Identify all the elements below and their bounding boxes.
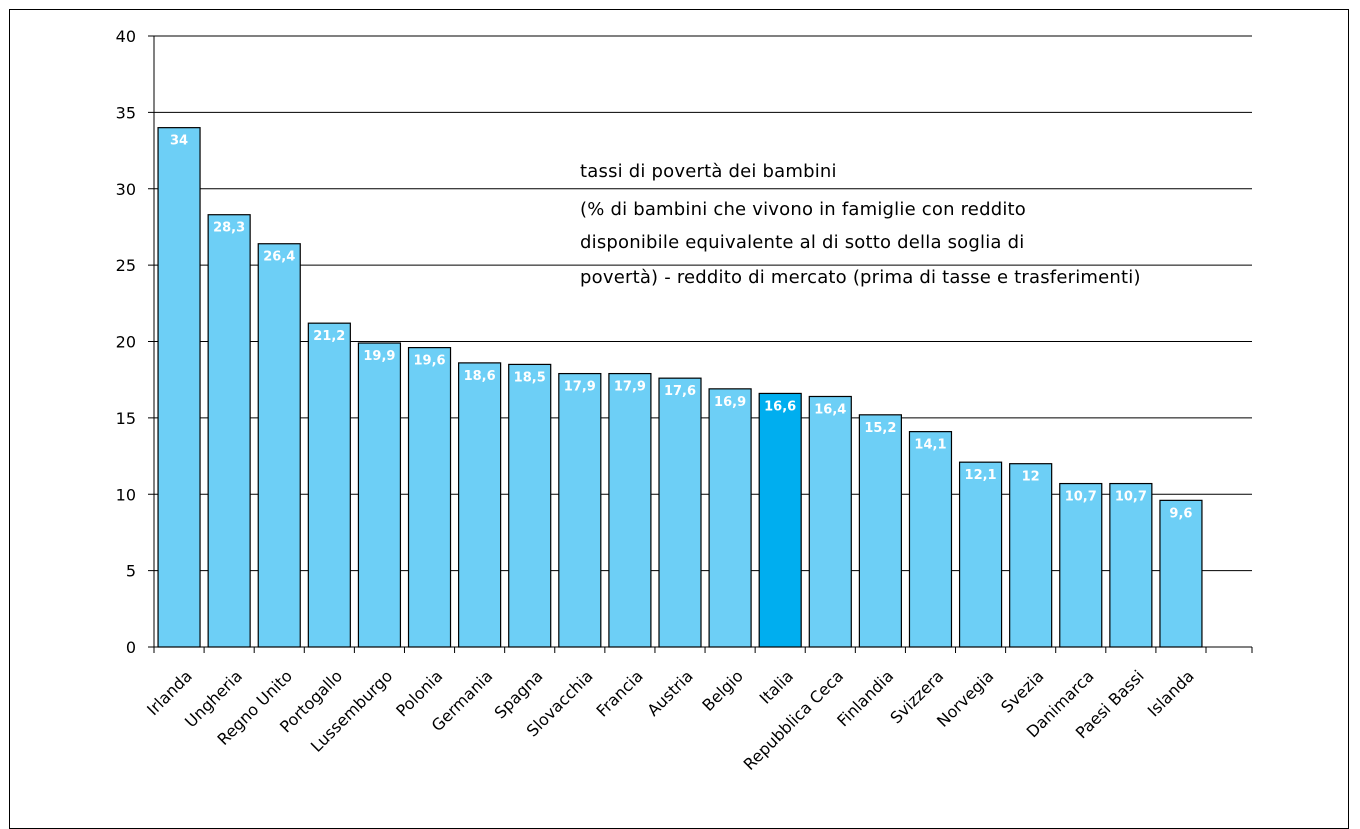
x-tick-label: Svezia bbox=[997, 666, 1047, 716]
annotation-line-2: (% di bambini che vivono in famiglie con… bbox=[580, 199, 1027, 220]
data-label: 18,5 bbox=[514, 370, 546, 385]
data-label: 10,7 bbox=[1065, 490, 1097, 505]
annotation-line-3: disponibile equivalente al di sotto dell… bbox=[580, 232, 1025, 253]
data-label: 19,9 bbox=[363, 349, 395, 364]
y-tick-label: 10 bbox=[116, 485, 136, 504]
bars bbox=[157, 127, 1203, 648]
bar-germania bbox=[458, 362, 502, 648]
x-tick-label: Francia bbox=[593, 666, 647, 720]
bar-danimarca bbox=[1059, 482, 1103, 648]
x-tick-label: Islanda bbox=[1144, 666, 1198, 720]
data-label: 14,1 bbox=[914, 438, 946, 453]
bar-lussemburgo bbox=[357, 342, 402, 648]
bar-italia bbox=[758, 392, 802, 648]
bar-spagna bbox=[508, 363, 552, 648]
bar-svizzera bbox=[908, 431, 953, 648]
bar-ungheria bbox=[207, 214, 251, 648]
annotation-line-4: povertà) - reddito di mercato (prima di … bbox=[580, 267, 1141, 288]
annotation-line-1: tassi di povertà dei bambini bbox=[580, 161, 837, 182]
bar-repubblica-ceca bbox=[808, 395, 852, 648]
data-label: 19,6 bbox=[413, 354, 445, 369]
data-label: 16,6 bbox=[764, 399, 796, 414]
data-label: 15,2 bbox=[864, 421, 896, 436]
data-label: 17,6 bbox=[664, 384, 696, 399]
data-label: 28,3 bbox=[213, 221, 245, 236]
data-label: 12,1 bbox=[965, 468, 997, 483]
data-label: 26,4 bbox=[263, 250, 295, 265]
y-tick-label: 25 bbox=[116, 256, 136, 275]
bar-belgio bbox=[708, 388, 752, 648]
y-tick-label: 0 bbox=[126, 638, 136, 657]
x-tick-label: Austria bbox=[643, 666, 696, 719]
bar-slovacchia bbox=[558, 372, 602, 648]
y-tick-label: 15 bbox=[116, 409, 136, 428]
data-label: 18,6 bbox=[464, 369, 496, 384]
bar-norvegia bbox=[958, 461, 1003, 648]
bar-svezia bbox=[1009, 463, 1053, 648]
bar-polonia bbox=[407, 347, 452, 648]
bar-regno-unito bbox=[257, 243, 301, 648]
data-label: 9,6 bbox=[1169, 506, 1192, 521]
data-label: 17,9 bbox=[614, 380, 646, 395]
x-tick-label: Italia bbox=[756, 666, 797, 707]
y-tick-label: 20 bbox=[116, 333, 136, 352]
data-label: 34 bbox=[170, 134, 188, 149]
x-tick-label: Belgio bbox=[698, 666, 747, 715]
y-tick-label: 40 bbox=[116, 27, 136, 46]
data-label: 16,4 bbox=[814, 402, 846, 417]
bar-francia bbox=[608, 372, 652, 648]
data-label: 10,7 bbox=[1115, 490, 1147, 505]
data-label: 12 bbox=[1022, 470, 1040, 485]
bar-paesi-bassi bbox=[1109, 482, 1153, 648]
y-tick-label: 35 bbox=[116, 103, 136, 122]
data-label: 17,9 bbox=[564, 380, 596, 395]
y-tick-label: 5 bbox=[126, 562, 136, 581]
bar-islanda bbox=[1159, 499, 1203, 648]
y-tick-labels: 0 5 10 15 20 25 30 35 40 bbox=[116, 27, 136, 657]
bar-portogallo bbox=[307, 322, 351, 648]
bar-irlanda bbox=[157, 127, 201, 648]
bar-finlandia bbox=[858, 414, 902, 648]
y-tick-label: 30 bbox=[116, 180, 136, 199]
data-labels: 34 28,3 26,4 21,2 19,9 19,6 18,6 18,5 17,9 17,9 17… bbox=[170, 134, 1192, 522]
bar-austria bbox=[658, 377, 702, 648]
data-label: 21,2 bbox=[313, 329, 345, 344]
data-label: 16,9 bbox=[714, 395, 746, 410]
